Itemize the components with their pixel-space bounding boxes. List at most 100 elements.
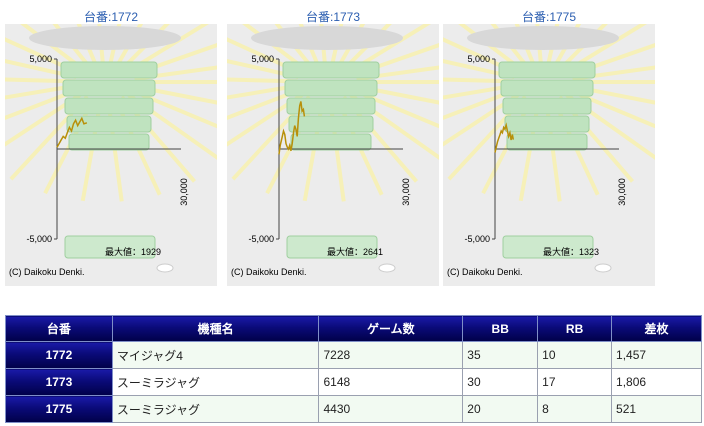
x-tick-label: 30,000: [179, 178, 189, 206]
decor-ray: [553, 24, 582, 67]
decor-medals: [467, 26, 619, 50]
decor-tray: [288, 115, 374, 133]
decor-coin: [378, 263, 396, 273]
max-value-label: 最大値：2641: [327, 246, 383, 257]
decor-coin: [156, 263, 174, 273]
decor-tray: [290, 133, 372, 151]
header-game-count: ゲーム数: [318, 315, 464, 342]
decor-tray: [498, 61, 596, 79]
decor-ray: [443, 58, 515, 79]
x-tick-label: 30,000: [401, 178, 411, 206]
y-tick-label: -5,000: [464, 234, 490, 244]
slump-graph: 5,000 -5,000 30,000 最大値：1929 (C) Daikoku Den…: [5, 24, 217, 286]
decor-ray: [443, 88, 517, 120]
decor-ray: [443, 37, 518, 75]
y-tick-label: -5,000: [248, 234, 274, 244]
slump-graph: 5,000 -5,000 30,000 最大値：1323 (C) Daikoku Den…: [443, 24, 655, 286]
slot-data-table: 台番 機種名 ゲーム数 BB RB 差枚 1772 マイジャグ4 7228 35…: [5, 315, 702, 423]
copyright-text: (C) Daikoku Denki.: [231, 267, 307, 277]
decor-ray: [227, 58, 299, 79]
panel-title: 台番:1772: [83, 10, 139, 24]
row-difference: 521: [611, 395, 702, 423]
row-model-name: マイジャグ4: [111, 341, 320, 369]
row-bb: 35: [462, 341, 539, 369]
header-rb: RB: [537, 315, 613, 342]
header-machine-number: 台番: [5, 315, 113, 342]
header-difference: 差枚: [611, 315, 702, 342]
decor-ray: [5, 58, 77, 79]
row-rb: 10: [537, 341, 613, 369]
decor-ray: [115, 24, 144, 67]
y-tick-label: 5,000: [29, 54, 52, 64]
table-row: 1773 スーミラジャグ 6148 30 17 1,806: [5, 368, 702, 396]
slump-graph: 5,000 -5,000 30,000 最大値：2641 (C) Daikoku Den…: [227, 24, 439, 286]
decor-tray: [62, 79, 156, 97]
decor-tray: [68, 133, 150, 151]
table-row: 1772 マイジャグ4 7228 35 10 1,457: [5, 341, 702, 369]
x-tick-label: 30,000: [617, 178, 627, 206]
decor-tray: [286, 97, 376, 115]
slot-panel-1775[interactable]: 台番:1775 5,000 -5,000 30,000 最大値：1323 (C) Daik…: [443, 0, 655, 290]
data-series-line: [278, 101, 306, 155]
graph-image: 5,000 -5,000 30,000 最大値：1929 (C) Daikoku Den…: [5, 24, 217, 286]
decor-ray: [227, 77, 298, 84]
graph-image: 5,000 -5,000 30,000 最大値：2641 (C) Daikoku Den…: [227, 24, 439, 286]
table-row: 1775 スーミラジャグ 4430 20 8 521: [5, 395, 702, 423]
decor-medals: [29, 26, 181, 50]
row-game-count: 4430: [318, 395, 464, 423]
max-value-label: 最大値：1929: [105, 246, 161, 257]
row-rb: 17: [537, 368, 613, 396]
decor-tray: [64, 97, 154, 115]
graph-image: 5,000 -5,000 30,000 最大値：1323 (C) Daikoku Den…: [443, 24, 655, 286]
decor-tray-bottom: [502, 235, 594, 259]
row-game-count: 6148: [318, 368, 464, 396]
row-model-name: スーミラジャグ: [111, 368, 320, 396]
decor-ray: [337, 24, 366, 67]
decor-ray: [122, 24, 170, 70]
decor-tray: [282, 61, 380, 79]
slot-panel-1773[interactable]: 台番:1773 5,000 -5,000 30,000 最大値：2641 (C) Daik…: [227, 0, 439, 290]
slot-panel-1772[interactable]: 台番:1772 5,000 -5,000 30,000 最大値：1929 (C) Daik…: [5, 0, 217, 290]
y-tick-label: -5,000: [26, 234, 52, 244]
row-machine-number[interactable]: 1773: [5, 368, 113, 396]
row-difference: 1,457: [611, 341, 702, 369]
y-tick-label: 5,000: [467, 54, 490, 64]
decor-ray: [5, 37, 80, 75]
panel-title: 台番:1775: [521, 10, 577, 24]
decor-coin: [594, 263, 612, 273]
panel-title: 台番:1773: [305, 10, 361, 24]
copyright-text: (C) Daikoku Denki.: [9, 267, 85, 277]
decor-ray: [227, 88, 301, 120]
decor-ray: [52, 24, 91, 68]
row-bb: 30: [462, 368, 539, 396]
row-machine-number[interactable]: 1772: [5, 341, 113, 369]
decor-tray: [60, 61, 158, 79]
row-rb: 8: [537, 395, 613, 423]
decor-ray: [490, 24, 529, 68]
row-model-name: スーミラジャグ: [111, 395, 320, 423]
decor-tray: [66, 115, 152, 133]
decor-ray: [274, 24, 313, 68]
decor-ray: [344, 24, 392, 70]
copyright-text: (C) Daikoku Denki.: [447, 267, 523, 277]
row-game-count: 7228: [318, 341, 464, 369]
data-series-line: [56, 116, 88, 148]
header-model-name: 機種名: [111, 315, 320, 342]
decor-ray: [5, 77, 76, 84]
max-value-label: 最大値：1323: [543, 246, 599, 257]
header-bb: BB: [462, 315, 539, 342]
row-machine-number[interactable]: 1775: [5, 395, 113, 423]
decor-tray: [284, 79, 378, 97]
decor-ray: [560, 24, 608, 70]
y-tick-label: 5,000: [251, 54, 274, 64]
decor-tray: [502, 97, 592, 115]
decor-ray: [5, 83, 76, 100]
decor-tray-bottom: [64, 235, 156, 259]
decor-tray-bottom: [286, 235, 378, 259]
row-difference: 1,806: [611, 368, 702, 396]
decor-ray: [5, 88, 79, 120]
table-header-row: 台番 機種名 ゲーム数 BB RB 差枚: [5, 315, 702, 342]
decor-tray: [500, 79, 594, 97]
decor-ray: [443, 83, 514, 100]
decor-medals: [251, 26, 403, 50]
